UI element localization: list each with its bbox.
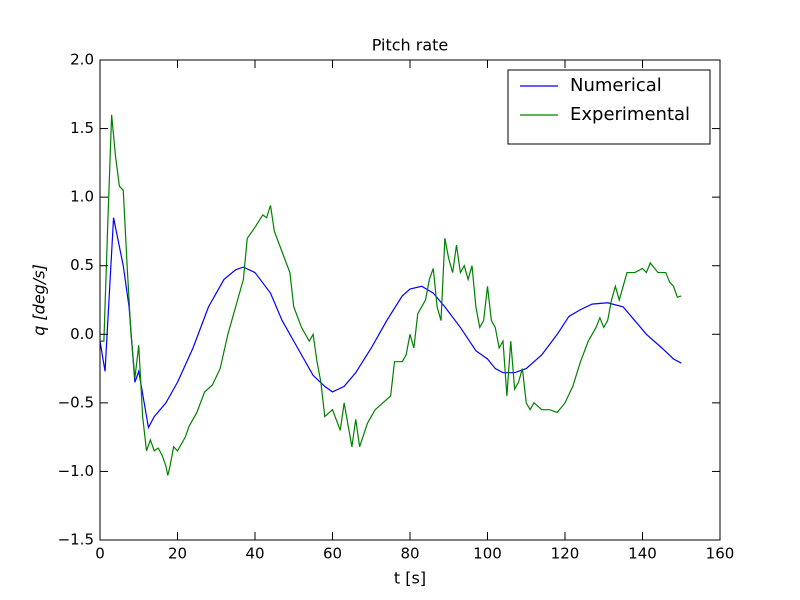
y-tick-label: 1.5 bbox=[70, 119, 94, 137]
y-tick-label: 0.0 bbox=[70, 325, 94, 343]
x-tick-label: 120 bbox=[551, 545, 580, 563]
x-tick-label: 160 bbox=[706, 545, 735, 563]
legend-label: Numerical bbox=[570, 75, 662, 96]
x-tick-label: 100 bbox=[473, 545, 502, 563]
y-axis-label: q [deg/s] bbox=[30, 264, 49, 336]
x-axis-label: t [s] bbox=[394, 569, 426, 588]
y-tick-label: −0.5 bbox=[58, 393, 94, 411]
x-tick-label: 140 bbox=[628, 545, 657, 563]
x-tick-label: 60 bbox=[323, 545, 342, 563]
data-line bbox=[99, 217, 682, 430]
y-tick-label: −1.0 bbox=[58, 462, 94, 480]
y-tick-label: 2.0 bbox=[70, 51, 94, 69]
y-tick-label: −1.5 bbox=[58, 531, 94, 549]
x-tick-label: 80 bbox=[400, 545, 419, 563]
legend-label: Experimental bbox=[570, 104, 690, 125]
y-tick-label: 0.5 bbox=[70, 256, 94, 274]
x-tick-label: 40 bbox=[245, 545, 264, 563]
chart-title: Pitch rate bbox=[372, 36, 449, 55]
x-tick-label: 0 bbox=[95, 545, 105, 563]
legend-box bbox=[507, 69, 711, 145]
data-line bbox=[100, 114, 682, 476]
x-tick-label: 20 bbox=[168, 545, 187, 563]
y-tick-label: 1.0 bbox=[70, 188, 94, 206]
